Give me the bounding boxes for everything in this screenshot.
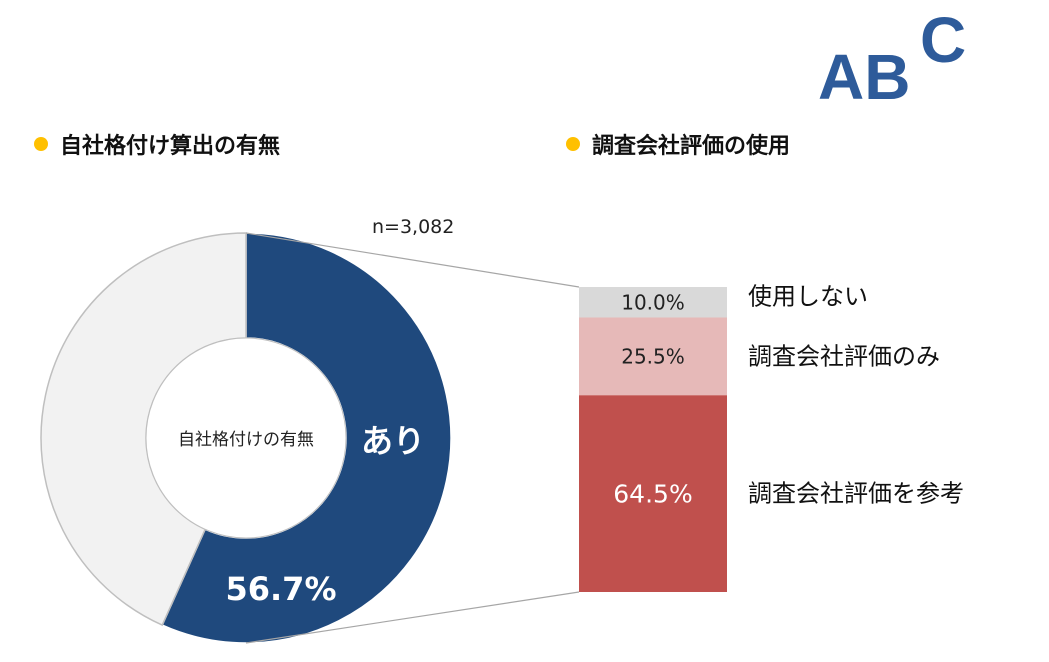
connector-line xyxy=(245,232,580,288)
left-title: 自社格付け算出の有無 xyxy=(34,128,280,160)
slice-label: あり xyxy=(361,422,425,460)
slice-value-label: 56.7% xyxy=(225,570,336,608)
segment-label: 使用しない xyxy=(748,282,868,310)
bullet-icon xyxy=(34,137,48,151)
segment-value-label: 10.0% xyxy=(621,290,685,314)
right-title: 調査会社評価の使用 xyxy=(566,128,790,160)
n-label: n=3,082 xyxy=(372,216,454,238)
donut-hole xyxy=(145,337,347,539)
segment-value-label: 25.5% xyxy=(621,345,685,369)
left-title-text: 自社格付け算出の有無 xyxy=(60,134,281,159)
segment-label: 調査会社評価を参考 xyxy=(748,480,964,508)
right-title-text: 調査会社評価の使用 xyxy=(592,134,791,159)
segment-label: 調査会社評価のみ xyxy=(748,342,940,370)
bullet-icon xyxy=(566,137,580,151)
bar-segment xyxy=(579,395,727,592)
bar-segment xyxy=(579,317,727,396)
segment-value-label: 64.5% xyxy=(613,480,692,509)
donut-center-label: 自社格付けの有無 xyxy=(178,430,314,450)
connector-line xyxy=(245,591,580,644)
bar-segment xyxy=(579,287,727,318)
